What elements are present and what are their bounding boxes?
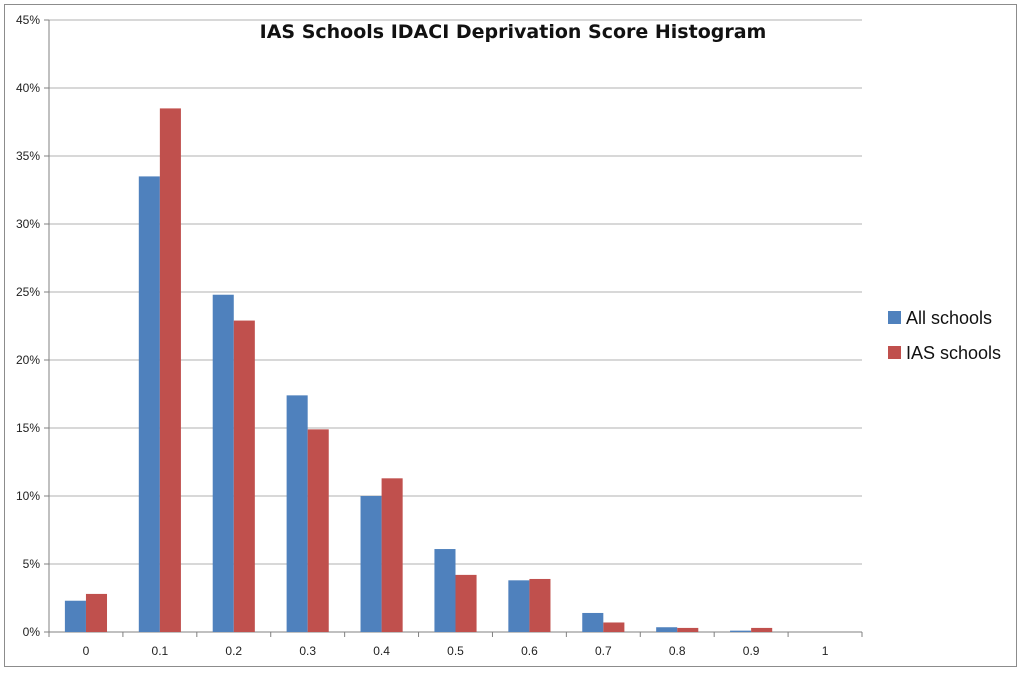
bar-all-schools xyxy=(434,549,456,632)
y-tick-label: 35% xyxy=(16,149,40,163)
y-tick-label: 45% xyxy=(16,13,40,27)
y-tick-label: 5% xyxy=(23,557,41,571)
y-tick-label: 25% xyxy=(16,285,40,299)
y-tick-label: 30% xyxy=(16,217,40,231)
legend-label: All schools xyxy=(906,308,992,328)
bar-ias-schools xyxy=(751,627,773,632)
x-tick-label: 0.3 xyxy=(299,644,316,658)
bar-all-schools xyxy=(656,627,678,632)
bar-all-schools xyxy=(138,176,160,632)
legend: All schools IAS schools xyxy=(888,308,1001,363)
bar-ias-schools xyxy=(603,622,625,632)
bar-all-schools xyxy=(582,612,604,632)
x-tick-label: 0.1 xyxy=(152,644,169,658)
y-axis: 0% 5% 10% 15% 20% 25% 30% 35% 40% 45% xyxy=(16,13,50,639)
bar-ias-schools xyxy=(85,593,108,632)
x-tick-label: 0.9 xyxy=(743,644,760,658)
x-tick-label: 0.8 xyxy=(669,644,686,658)
bar-ias-schools xyxy=(307,429,329,632)
bar-all-schools xyxy=(286,395,308,632)
x-tick-label: 0 xyxy=(83,644,90,658)
bar-all-schools xyxy=(730,630,752,632)
bar-all-schools xyxy=(508,580,530,632)
x-tick-label: 0.2 xyxy=(225,644,242,658)
y-tick-label: 40% xyxy=(16,81,40,95)
bar-ias-schools xyxy=(159,108,181,632)
chart-title: IAS Schools IDACI Deprivation Score Hist… xyxy=(260,21,767,43)
bar-ias-schools xyxy=(529,578,551,632)
bar-ias-schools xyxy=(677,627,699,632)
bar-ias-schools xyxy=(381,478,403,632)
bar-all-schools xyxy=(212,294,234,632)
legend-swatch xyxy=(888,311,901,324)
y-tick-label: 15% xyxy=(16,421,40,435)
bar-all-schools xyxy=(360,496,382,632)
legend-label: IAS schools xyxy=(906,343,1001,363)
x-tick-label: 0.5 xyxy=(447,644,464,658)
x-tick-label: 0.6 xyxy=(521,644,538,658)
x-tick-label: 0.4 xyxy=(373,644,390,658)
y-tick-label: 10% xyxy=(16,489,40,503)
bars xyxy=(64,108,773,632)
bar-all-schools xyxy=(64,600,86,632)
y-tick-label: 0% xyxy=(23,625,41,639)
legend-swatch xyxy=(888,346,901,359)
x-tick-label: 0.7 xyxy=(595,644,612,658)
bar-ias-schools xyxy=(455,574,477,632)
x-tick-label: 1 xyxy=(822,644,829,658)
bar-ias-schools xyxy=(233,320,255,632)
y-tick-label: 20% xyxy=(16,353,40,367)
gridlines xyxy=(49,19,862,565)
x-axis: 0 0.1 0.2 0.3 0.4 0.5 0.6 0.7 0.8 0.9 1 xyxy=(48,631,863,658)
